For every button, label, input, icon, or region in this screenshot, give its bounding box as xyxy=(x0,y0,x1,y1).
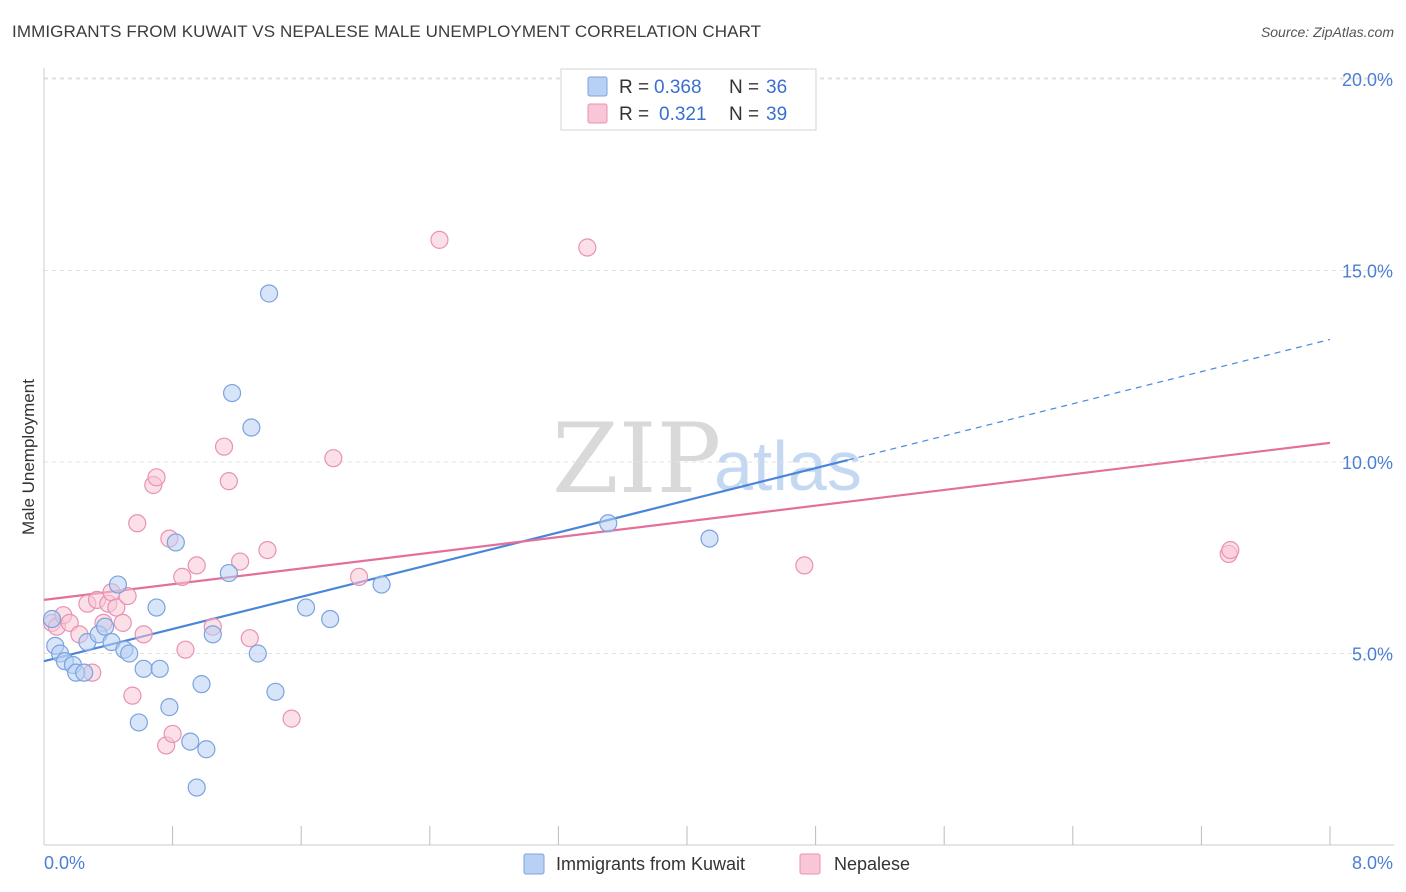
y-tick-label: 10.0% xyxy=(1342,453,1393,473)
bottom-legend: Immigrants from Kuwait Nepalese xyxy=(523,853,910,875)
bottom-legend-swatch-nepalese xyxy=(799,853,821,875)
watermark-atlas: atlas xyxy=(714,427,862,505)
point-kuwait xyxy=(134,659,153,678)
point-kuwait xyxy=(147,598,166,617)
bottom-legend-swatch-kuwait xyxy=(523,853,545,875)
point-nepalese xyxy=(219,472,238,491)
point-kuwait xyxy=(248,644,267,663)
point-kuwait xyxy=(700,529,719,548)
point-nepalese xyxy=(214,437,234,456)
bottom-legend-kuwait: Immigrants from Kuwait xyxy=(556,854,745,874)
point-kuwait xyxy=(120,644,139,663)
watermark-zip: ZIP xyxy=(552,403,721,515)
point-nepalese xyxy=(107,598,126,617)
y-tick-label: 20.0% xyxy=(1342,70,1393,90)
point-nepalese xyxy=(349,567,369,587)
point-nepalese xyxy=(578,238,597,257)
point-nepalese xyxy=(240,629,259,648)
point-kuwait xyxy=(599,514,618,533)
data-points xyxy=(42,230,1240,797)
legend-r-label: R = xyxy=(619,104,649,125)
legend-r-value: 0.321 xyxy=(659,104,707,125)
point-nepalese xyxy=(147,468,166,487)
point-kuwait xyxy=(203,625,222,644)
point-kuwait xyxy=(75,663,94,682)
point-kuwait xyxy=(42,609,62,629)
legend-swatch-kuwait xyxy=(587,76,608,97)
point-nepalese xyxy=(1221,540,1240,560)
point-kuwait xyxy=(150,659,169,678)
trend-line-kuwait xyxy=(43,459,849,663)
point-kuwait xyxy=(108,575,128,594)
y-axis-label: Male Unemployment xyxy=(19,379,38,535)
point-nepalese xyxy=(128,514,147,533)
point-nepalese xyxy=(231,552,250,571)
x-tick-label: 8.0% xyxy=(1352,853,1393,873)
legend-swatch-nepalese xyxy=(587,103,608,124)
x-tick-label: 0.0% xyxy=(44,853,85,873)
point-nepalese xyxy=(173,567,192,587)
trend-line-nepalese xyxy=(43,441,1331,601)
point-kuwait xyxy=(259,284,279,303)
axes xyxy=(43,68,1394,846)
point-kuwait xyxy=(95,617,115,636)
point-kuwait xyxy=(192,675,211,694)
point-kuwait xyxy=(160,698,179,717)
legend-n-label: N = xyxy=(729,104,759,125)
point-nepalese xyxy=(113,613,132,632)
point-kuwait xyxy=(181,732,200,751)
point-kuwait xyxy=(187,778,206,797)
point-nepalese xyxy=(324,449,343,468)
point-kuwait xyxy=(372,575,391,594)
y-tick-label: 15.0% xyxy=(1342,262,1393,282)
point-kuwait xyxy=(129,713,148,732)
point-kuwait xyxy=(197,740,216,759)
x-tick-labels: 0.0% 8.0% xyxy=(44,853,1393,873)
point-nepalese xyxy=(134,625,153,644)
y-tick-labels: 5.0% 10.0% 15.0% 20.0% xyxy=(1342,70,1393,665)
point-nepalese xyxy=(187,556,206,575)
top-legend: R = 0.368 N = 36 R = 0.321 N = 39 xyxy=(560,68,817,131)
point-kuwait xyxy=(321,609,340,629)
legend-r-label: R = xyxy=(619,77,649,98)
point-nepalese xyxy=(258,540,277,560)
legend-r-value: 0.368 xyxy=(654,77,702,98)
point-nepalese xyxy=(430,230,449,249)
legend-n-label: N = xyxy=(729,77,759,98)
legend-n-value: 39 xyxy=(766,104,787,125)
point-nepalese xyxy=(176,640,195,659)
point-kuwait xyxy=(242,418,261,437)
point-nepalese xyxy=(123,686,142,705)
legend-n-value: 36 xyxy=(766,77,787,98)
point-kuwait xyxy=(222,383,242,403)
point-kuwait xyxy=(296,598,316,617)
point-kuwait xyxy=(166,533,185,552)
chart-title: IMMIGRANTS FROM KUWAIT VS NEPALESE MALE … xyxy=(12,22,762,41)
point-kuwait xyxy=(266,682,285,701)
trend-line-kuwait-dashed xyxy=(847,338,1331,461)
source-label: Source: ZipAtlas.com xyxy=(1260,24,1394,40)
point-kuwait xyxy=(219,563,238,583)
y-tick-label: 5.0% xyxy=(1352,645,1393,665)
trend-lines xyxy=(43,338,1331,663)
point-nepalese xyxy=(163,724,182,744)
point-nepalese xyxy=(282,709,301,728)
point-nepalese xyxy=(795,556,814,575)
bottom-legend-nepalese: Nepalese xyxy=(834,854,910,874)
